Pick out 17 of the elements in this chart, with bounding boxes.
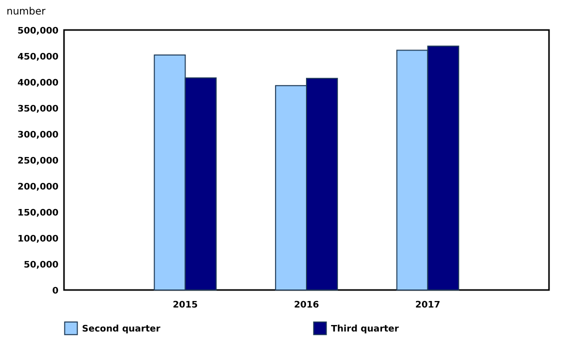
y-tick-label: 450,000	[18, 52, 58, 62]
y-tick-label: 400,000	[18, 78, 58, 88]
x-tick-label: 2015	[172, 300, 198, 310]
y-tick-label: 100,000	[18, 234, 58, 244]
y-tick-label: 500,000	[18, 26, 58, 36]
legend-label: Second quarter	[82, 324, 161, 334]
y-tick-label: 300,000	[18, 130, 58, 140]
legend-label: Third quarter	[331, 324, 400, 334]
y-tick-label: 150,000	[18, 208, 58, 218]
x-tick-label: 2016	[294, 300, 320, 310]
y-tick-label: 350,000	[18, 104, 58, 114]
y-axis-title: number	[6, 6, 46, 18]
y-tick-label: 250,000	[18, 156, 58, 166]
y-tick-label: 0	[52, 286, 58, 296]
y-tick-label: 200,000	[18, 182, 58, 192]
x-tick-label: 2017	[415, 300, 440, 310]
y-tick-label: 50,000	[24, 260, 58, 270]
